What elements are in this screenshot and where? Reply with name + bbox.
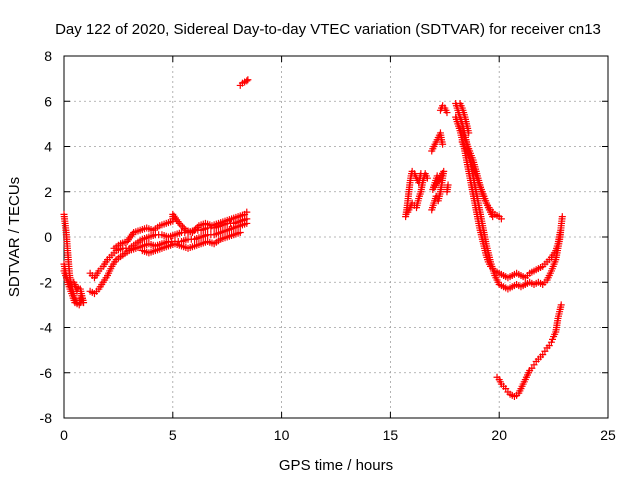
y-tick-label: 8 bbox=[44, 48, 52, 64]
grid-lines bbox=[64, 56, 608, 418]
data-point-plus-marker bbox=[180, 225, 188, 233]
x-tick-label: 0 bbox=[60, 427, 68, 443]
x-tick-label: 5 bbox=[169, 427, 177, 443]
y-tick-label: 6 bbox=[44, 93, 52, 109]
data-point-plus-marker bbox=[423, 174, 431, 182]
data-point-plus-marker bbox=[236, 228, 244, 236]
data-point-plus-marker bbox=[489, 213, 497, 221]
data-point-plus-marker bbox=[190, 227, 198, 235]
y-tick-label: 2 bbox=[44, 184, 52, 200]
x-axis-label: GPS time / hours bbox=[279, 457, 393, 474]
y-axis-tick-labels: -8 -6 -4 -2 0 2 4 6 8 bbox=[40, 48, 53, 426]
data-point-plus-marker bbox=[465, 129, 473, 137]
data-point-plus-marker bbox=[243, 208, 251, 216]
data-point-plus-marker bbox=[557, 301, 565, 309]
data-point-plus-marker bbox=[444, 181, 452, 189]
data-point-plus-marker bbox=[188, 228, 196, 236]
x-tick-label: 15 bbox=[383, 427, 399, 443]
data-point-plus-marker bbox=[192, 225, 200, 233]
data-point-plus-marker bbox=[243, 219, 251, 227]
chart-title: Day 122 of 2020, Sidereal Day-to-day VTE… bbox=[55, 21, 601, 38]
y-tick-label: 4 bbox=[44, 139, 52, 155]
data-point-plus-marker bbox=[497, 215, 505, 223]
x-tick-label: 10 bbox=[274, 427, 290, 443]
data-point-plus-marker bbox=[78, 294, 86, 302]
data-point-plus-marker bbox=[175, 219, 183, 227]
y-tick-label: -2 bbox=[40, 274, 53, 290]
data-point-plus-marker bbox=[244, 76, 252, 84]
data-point-plus-marker bbox=[243, 77, 251, 85]
data-points bbox=[60, 76, 566, 401]
data-point-plus-marker bbox=[193, 223, 201, 231]
data-point-plus-marker bbox=[439, 140, 447, 148]
y-tick-label: 0 bbox=[44, 229, 52, 245]
axis-ticks bbox=[63, 55, 609, 419]
data-point-plus-marker bbox=[433, 172, 441, 180]
x-tick-label: 20 bbox=[491, 427, 507, 443]
y-axis-label: SDTVAR / TECUs bbox=[6, 177, 23, 297]
data-point-plus-marker bbox=[556, 228, 564, 236]
data-point-plus-marker bbox=[73, 287, 81, 295]
y-tick-label: -8 bbox=[40, 410, 53, 426]
data-point-plus-marker bbox=[177, 221, 185, 229]
data-point-plus-marker bbox=[443, 109, 451, 117]
x-tick-label: 25 bbox=[600, 427, 616, 443]
data-point-plus-marker bbox=[558, 213, 566, 221]
y-tick-label: -4 bbox=[40, 320, 53, 336]
y-tick-label: -6 bbox=[40, 365, 53, 381]
x-axis-tick-labels: 0 5 10 15 20 25 bbox=[60, 427, 616, 443]
data-point-plus-marker bbox=[179, 223, 187, 231]
